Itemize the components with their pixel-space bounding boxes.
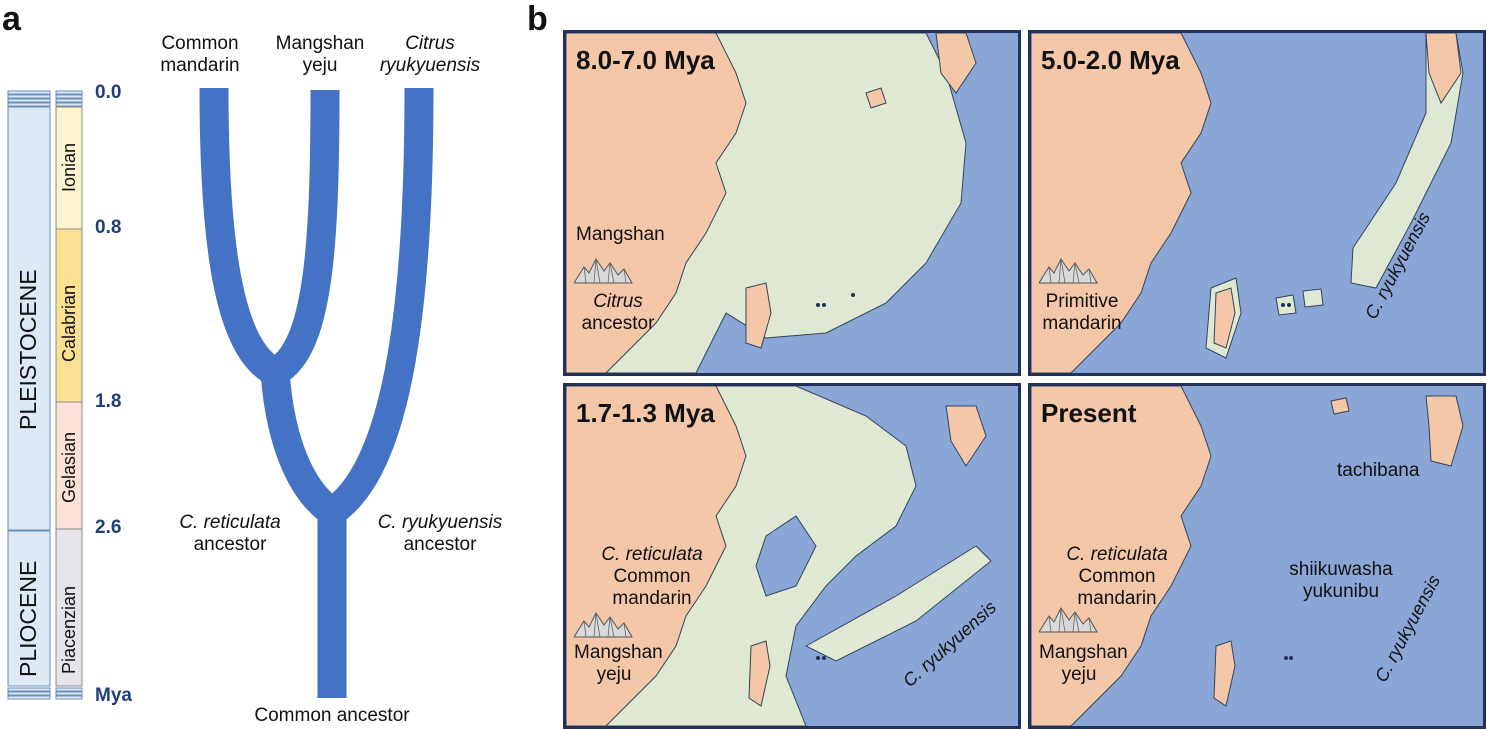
map-4-title: Present xyxy=(1041,398,1137,428)
map-4-reticulata-label: C. reticulata Common mandarin xyxy=(1066,544,1168,609)
map-3-mangshan-yeju-label: Mangshan yeju xyxy=(574,642,663,685)
node-common-ancestor: Common ancestor xyxy=(254,705,410,726)
phylogenetic-tree xyxy=(199,87,434,698)
map-3-shapes xyxy=(566,386,1018,726)
mountain-icon xyxy=(1039,607,1098,633)
mountain-icon xyxy=(574,258,633,284)
node-ryukyuensis-ancestor: C. ryukyuensis ancestor xyxy=(377,512,503,555)
tick-1-8: 1.8 xyxy=(95,391,122,412)
map-1-shapes xyxy=(566,33,1018,373)
branch-reticulata-ancestor xyxy=(260,370,341,524)
branch-common-mandarin xyxy=(199,87,283,386)
tick-0-8: 0.8 xyxy=(95,217,122,238)
panel-a-letter: a xyxy=(2,0,21,38)
map-present: Present C. reticulata Common mandarin Man… xyxy=(1028,383,1486,729)
map-2-primitive-mandarin-label: Primitive mandarin xyxy=(1042,291,1122,334)
tick-2-6: 2.6 xyxy=(95,517,122,538)
tick-mya: Mya xyxy=(95,685,132,706)
node-reticulata-ancestor: C. reticulata ancestor xyxy=(179,512,281,555)
tip-citrus-ryukyuensis: Citrus ryukyuensis xyxy=(379,33,481,76)
mountain-icon xyxy=(574,612,633,638)
map-8-7-mya: 8.0-7.0 Mya Mangshan Citrus ancestor xyxy=(563,30,1021,376)
tick-0-0: 0.0 xyxy=(95,82,122,103)
stage-piacenzian-box xyxy=(55,528,83,687)
stage-calabrian-box xyxy=(55,228,83,403)
branch-mangshan-yeju xyxy=(267,89,340,385)
map-1-7-1-3-mya: 1.7-1.3 Mya C. reticulata Common mandarin… xyxy=(563,383,1021,729)
map-1-mangshan-label: Mangshan xyxy=(576,224,665,245)
map-4-tachibana-label: tachibana xyxy=(1337,460,1420,481)
geologic-timescale xyxy=(7,90,83,700)
map-3-reticulata-label: C. reticulata Common mandarin xyxy=(601,544,703,609)
map-4-mangshan-yeju-label: Mangshan yeju xyxy=(1039,642,1128,685)
map-4-shapes xyxy=(1031,386,1483,726)
stage-ionian-box xyxy=(55,106,83,230)
tip-common-mandarin: Common mandarin xyxy=(160,33,240,76)
mountain-icon xyxy=(1039,258,1098,284)
tip-mangshan-yeju: Mangshan yeju xyxy=(275,33,365,76)
map-4-shiikuwasha-label: shiikuwasha yukunibu xyxy=(1289,559,1393,602)
map-2-shapes xyxy=(1031,33,1483,373)
map-1-ancestor-label: Citrus ancestor xyxy=(581,291,655,334)
epoch-pliocene-box xyxy=(7,530,51,687)
panel-b-letter: b xyxy=(527,0,548,38)
map-1-title: 8.0-7.0 Mya xyxy=(576,45,715,75)
map-5-2-mya: 5.0-2.0 Mya Primitive mandarin C. ryukyue… xyxy=(1028,30,1486,376)
epoch-pleistocene-box xyxy=(7,106,51,531)
branch-citrus-ryukyuensis xyxy=(323,87,434,525)
map-3-title: 1.7-1.3 Mya xyxy=(576,398,715,428)
map-2-title: 5.0-2.0 Mya xyxy=(1041,45,1180,75)
